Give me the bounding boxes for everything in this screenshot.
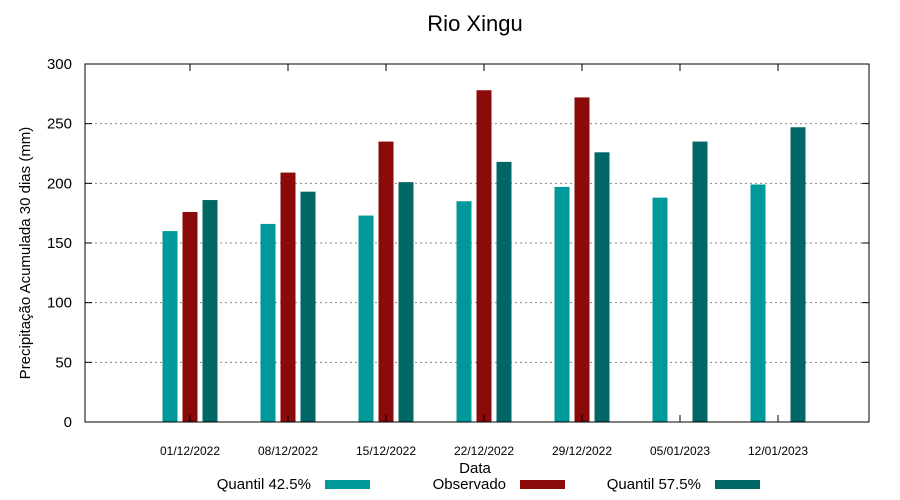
x-tick-label: 08/12/2022 — [258, 444, 318, 458]
bar-quantil-57-5--12-01-2023 — [790, 127, 806, 422]
x-tick-label: 12/01/2023 — [748, 444, 808, 458]
x-tick-label: 05/01/2023 — [650, 444, 710, 458]
bar-quantil-42-5--01-12-2022 — [162, 231, 178, 422]
bar-quantil-42-5--05-01-2023 — [652, 197, 668, 422]
bar-quantil-42-5--15-12-2022 — [358, 215, 374, 422]
legend-swatch — [520, 480, 565, 489]
x-tick-label: 15/12/2022 — [356, 444, 416, 458]
y-tick-label: 0 — [64, 414, 72, 431]
y-tick-label: 150 — [47, 235, 72, 252]
x-tick-label: 01/12/2022 — [160, 444, 220, 458]
y-axis-label: Precipitação Acumulada 30 dias (mm) — [17, 127, 34, 380]
chart-title: Rio Xingu — [427, 11, 522, 36]
legend-label: Quantil 57.5% — [607, 476, 701, 493]
x-axis: 01/12/2022 08/12/2022 15/12/2022 22/12/2022… — [160, 64, 808, 458]
bar-quantil-42-5--29-12-2022 — [554, 186, 570, 422]
bar-quantil-57-5--22-12-2022 — [496, 161, 512, 422]
bar-quantil-57-5--05-01-2023 — [692, 141, 708, 423]
bar-quantil-42-5--12-01-2023 — [750, 184, 766, 422]
y-tick-label: 300 — [47, 56, 72, 73]
bars — [162, 90, 806, 423]
bar-quantil-42-5--08-12-2022 — [260, 223, 276, 422]
y-tick-label: 50 — [55, 354, 72, 371]
y-axis: 0 50 100 150 200 250 300 — [47, 56, 869, 431]
bar-observado-08-12-2022 — [280, 172, 296, 422]
y-tick-label: 250 — [47, 116, 72, 133]
bar-observado-01-12-2022 — [182, 211, 198, 422]
bar-quantil-57-5--01-12-2022 — [202, 200, 218, 422]
bar-quantil-57-5--08-12-2022 — [300, 191, 316, 422]
legend: Quantil 42.5% Observado Quantil 57.5% — [217, 476, 760, 493]
bar-observado-29-12-2022 — [574, 97, 590, 422]
legend-label: Observado — [433, 476, 506, 493]
legend-label: Quantil 42.5% — [217, 476, 311, 493]
y-tick-label: 100 — [47, 295, 72, 312]
bar-observado-15-12-2022 — [378, 141, 394, 423]
bar-quantil-57-5--15-12-2022 — [398, 182, 414, 422]
x-tick-label: 22/12/2022 — [454, 444, 514, 458]
bar-quantil-42-5--22-12-2022 — [456, 201, 472, 422]
x-tick-label: 29/12/2022 — [552, 444, 612, 458]
legend-swatch — [325, 480, 370, 489]
y-tick-label: 200 — [47, 175, 72, 192]
bar-observado-22-12-2022 — [476, 90, 492, 423]
x-axis-label: Data — [459, 460, 491, 477]
bar-quantil-57-5--29-12-2022 — [594, 152, 610, 422]
legend-swatch — [715, 480, 760, 489]
